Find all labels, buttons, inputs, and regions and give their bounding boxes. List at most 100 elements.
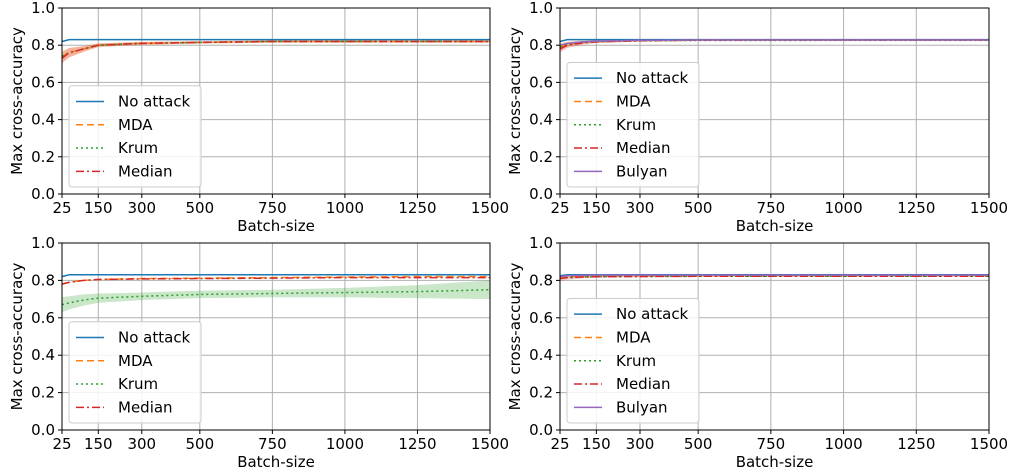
chart-4-legend-label-krum: Krum [616, 352, 656, 370]
chart-3-legend: No attack MDA Krum Median [68, 321, 202, 424]
chart-3-legend-label-no-attack: No attack [118, 328, 191, 346]
chart-3-legend-frame [68, 321, 202, 424]
chart-4-y-axis-label: Max cross-accuracy [506, 263, 524, 411]
chart-4-x-tick-label-2: 150 [582, 435, 611, 453]
chart-4-legend: No attack MDA Krum Median Bulyan [566, 298, 700, 424]
chart-2-legend-label-krum: Krum [616, 116, 656, 134]
chart-1-legend-frame [68, 85, 202, 188]
chart-3-y-tick-label-4: 0.6 [31, 309, 55, 327]
chart-4-legend-label-median: Median [616, 375, 671, 393]
chart-1-plot-frame [61, 7, 491, 195]
chart-4-plot-frame [559, 242, 990, 431]
chart-4-x-tick-label-7: 1250 [897, 435, 935, 453]
chart-2-x-axis-label: Batch-size [736, 217, 814, 235]
chart-1-x-tick-label-2: 150 [84, 199, 113, 217]
chart-2-y-tick-label-3: 0.4 [529, 111, 553, 129]
chart-4-y-tick-label-1: 0.0 [529, 421, 553, 439]
chart-2-x-tick-label-4: 500 [684, 199, 713, 217]
chart-4-legend-label-mda: MDA [616, 328, 651, 346]
chart-2-x-tick-label-2: 150 [582, 199, 611, 217]
chart-2-y-tick-label-6: 1.0 [529, 0, 553, 17]
chart-2-legend-label-bulyan: Bulyan [616, 162, 668, 180]
chart-4-series-bulyan [559, 274, 989, 278]
chart-3-series-mda [61, 275, 490, 285]
chart-2-legend: No attack MDA Krum Median Bulyan [566, 62, 700, 188]
chart-3-x-tick-label-3: 300 [127, 435, 156, 453]
chart-4-legend-label-bulyan: Bulyan [616, 398, 668, 416]
chart-1-y-tick-label-2: 0.2 [31, 148, 55, 166]
chart-3-y-tick-label-5: 0.8 [31, 271, 55, 289]
chart-1-x-tick-label-6: 1000 [326, 199, 364, 217]
chart-4-x-tick-label-1: 25 [550, 435, 569, 453]
chart-4-y-tick-label-6: 1.0 [529, 234, 553, 252]
chart-3-legend-label-krum: Krum [118, 375, 158, 393]
chart-3-x-tick-label-5: 750 [258, 435, 287, 453]
chart-4-legend-label-no-attack: No attack [616, 305, 689, 323]
chart-2-series-bulyan [559, 39, 989, 46]
chart-3-x-tick-label-6: 1000 [326, 435, 364, 453]
chart-2-y-axis-label: Max cross-accuracy [506, 27, 524, 175]
chart-2-y-tick-label-4: 0.6 [529, 73, 553, 91]
chart-3-series-no-attack [61, 274, 490, 278]
chart-3-x-tick-label-1: 25 [52, 435, 71, 453]
chart-4-x-tick-label-6: 1000 [824, 435, 862, 453]
chart-1-x-tick-label-4: 500 [186, 199, 215, 217]
chart-2: 25 150 300 500 750 1000 1250 1500 0.0 0.2 0.4 0.6 0.… [506, 0, 1008, 235]
chart-1-x-tick-label-3: 300 [127, 199, 156, 217]
chart-3-y-tick-label-3: 0.4 [31, 346, 55, 364]
chart-2-x-tick-label-6: 1000 [824, 199, 862, 217]
chart-2-y-tick-label-2: 0.2 [529, 148, 553, 166]
chart-2-x-tick-label-8: 1500 [970, 199, 1008, 217]
chart-2-x-tick-label-3: 300 [626, 199, 655, 217]
chart-4-legend-frame [566, 298, 700, 424]
chart-3-y-tick-label-1: 0.0 [31, 421, 55, 439]
chart-1-y-tick-label-1: 0.0 [31, 185, 55, 203]
chart-1-legend-label-mda: MDA [118, 116, 153, 134]
chart-1-x-axis-label: Batch-size [237, 217, 315, 235]
chart-3-y-tick-label-6: 1.0 [31, 234, 55, 252]
chart-1-y-tick-label-6: 1.0 [31, 0, 55, 17]
chart-2-legend-label-no-attack: No attack [616, 69, 689, 87]
chart-1-x-tick-label-5: 750 [258, 199, 287, 217]
chart-4-x-tick-label-8: 1500 [970, 435, 1008, 453]
chart-1-x-tick-label-7: 1250 [398, 199, 436, 217]
chart-2-plot-frame [559, 7, 990, 195]
chart-1-x-tick-label-1: 25 [52, 199, 71, 217]
chart-3-x-tick-label-4: 500 [186, 435, 215, 453]
chart-3-x-axis-label: Batch-size [237, 453, 315, 471]
chart-1-y-tick-label-4: 0.6 [31, 73, 55, 91]
chart-3-legend-label-mda: MDA [118, 352, 153, 370]
chart-2-legend-label-mda: MDA [616, 92, 651, 110]
chart-2-x-tick-label-1: 25 [550, 199, 569, 217]
chart-1-series-median [61, 40, 490, 59]
chart-2-x-tick-label-5: 750 [757, 199, 786, 217]
chart-3-y-tick-label-2: 0.2 [31, 384, 55, 402]
chart-2-legend-label-median: Median [616, 139, 671, 157]
chart-4-x-tick-label-5: 750 [757, 435, 786, 453]
chart-1-legend-label-median: Median [118, 162, 173, 180]
chart-1-y-axis-label: Max cross-accuracy [8, 27, 26, 175]
chart-1-x-tick-label-8: 1500 [471, 199, 509, 217]
chart-3-x-tick-label-7: 1250 [398, 435, 436, 453]
chart-3-x-tick-label-8: 1500 [471, 435, 509, 453]
chart-4-y-tick-label-2: 0.2 [529, 384, 553, 402]
chart-1-band-mda [62, 40, 490, 62]
chart-1-y-tick-label-5: 0.8 [31, 36, 55, 54]
chart-4-x-tick-label-4: 500 [684, 435, 713, 453]
chart-3: 25 150 300 500 750 1000 1250 1500 0.0 0.2 0.4 0.6 0.… [8, 234, 509, 471]
chart-4-y-tick-label-3: 0.4 [529, 346, 553, 364]
chart-3-y-axis-label: Max cross-accuracy [8, 263, 26, 411]
chart-3-x-tick-label-2: 150 [84, 435, 113, 453]
chart-2-legend-frame [566, 62, 700, 188]
chart-1-legend-label-krum: Krum [118, 139, 158, 157]
chart-4-x-axis-label: Batch-size [736, 453, 814, 471]
chart-1: 25 150 300 500 750 1000 1250 1500 0.0 0.2 0.4 0.6 0.… [8, 0, 509, 235]
chart-1-y-tick-label-3: 0.4 [31, 111, 55, 129]
chart-4-x-tick-label-3: 300 [626, 435, 655, 453]
chart-2-x-tick-label-7: 1250 [897, 199, 935, 217]
chart-4: 25 150 300 500 750 1000 1250 1500 0.0 0.2 0.4 0.6 0.… [506, 234, 1008, 471]
chart-4-y-tick-label-5: 0.8 [529, 271, 553, 289]
chart-2-y-tick-label-5: 0.8 [529, 36, 553, 54]
chart-4-series-median [559, 275, 989, 280]
